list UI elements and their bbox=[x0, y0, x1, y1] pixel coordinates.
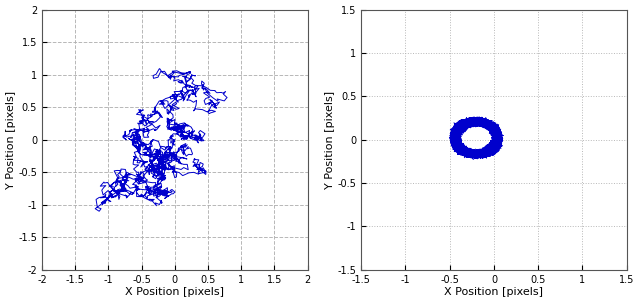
X-axis label: X Position [pixels]: X Position [pixels] bbox=[125, 288, 225, 298]
X-axis label: X Position [pixels]: X Position [pixels] bbox=[444, 288, 543, 298]
Y-axis label: Y Position [pixels]: Y Position [pixels] bbox=[6, 91, 15, 189]
Y-axis label: Y Position [pixels]: Y Position [pixels] bbox=[324, 91, 335, 189]
